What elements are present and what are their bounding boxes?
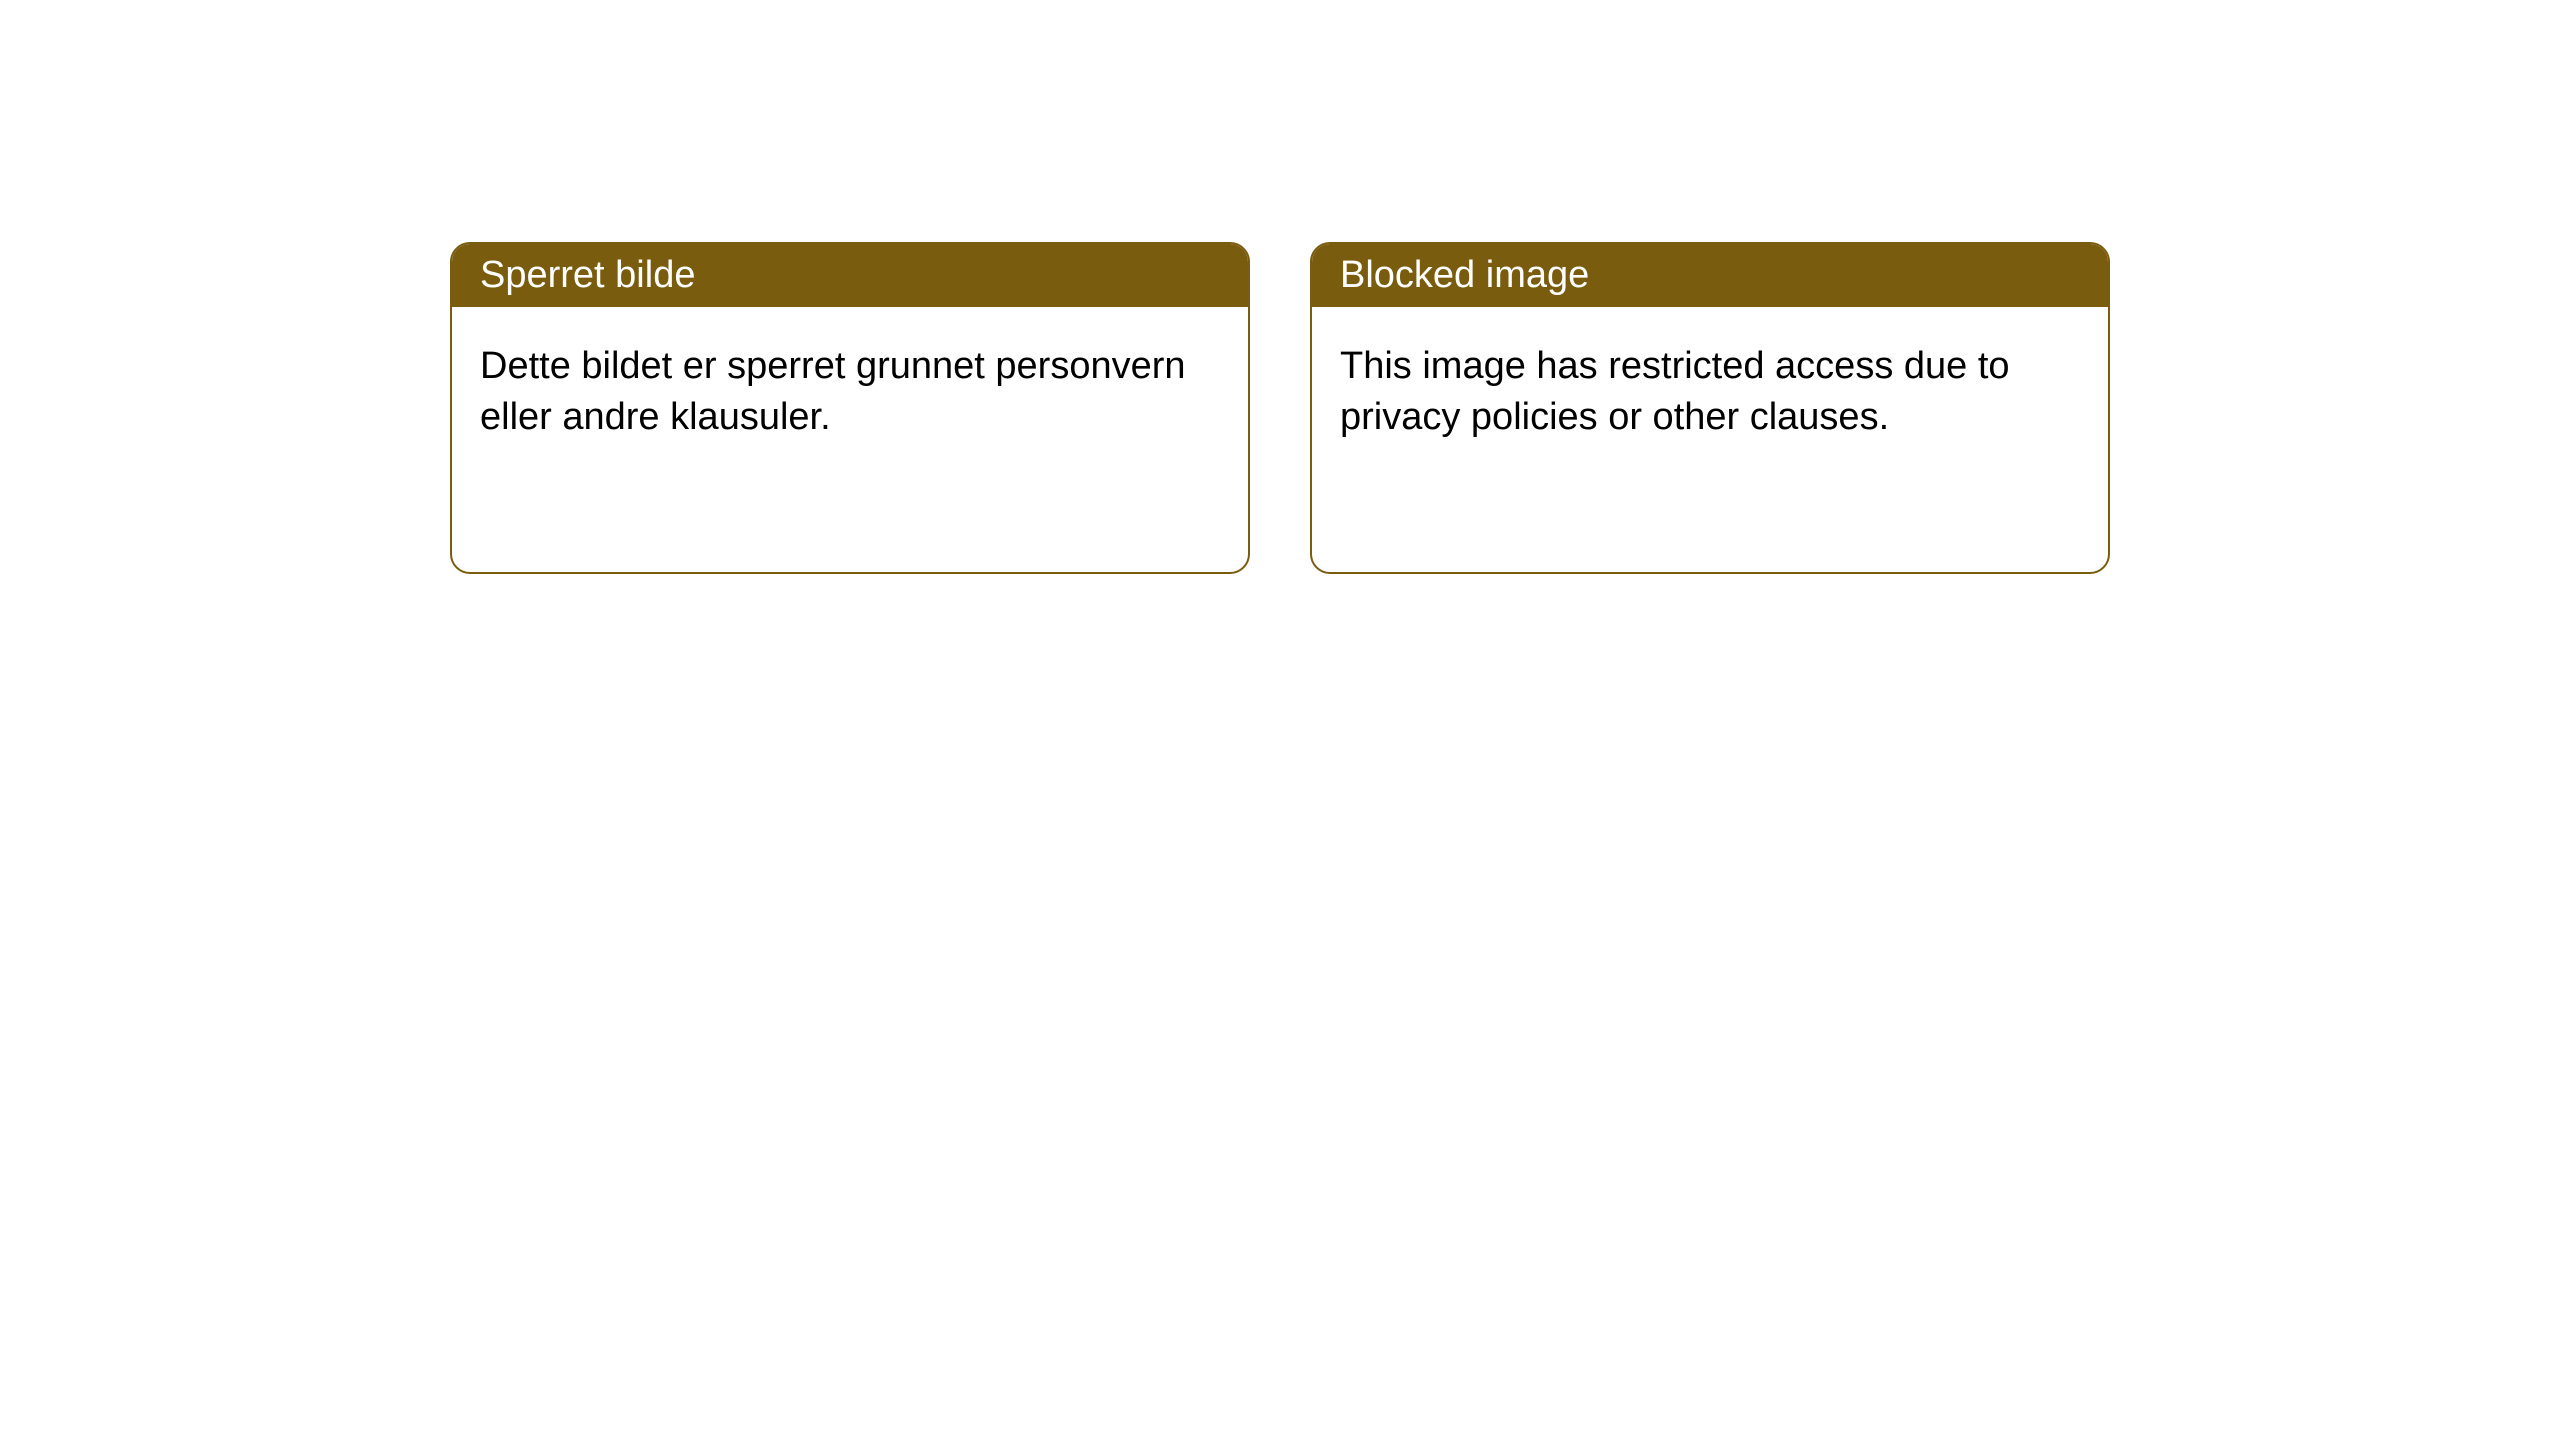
notice-card-english: Blocked image This image has restricted …: [1310, 242, 2110, 574]
notice-body: This image has restricted access due to …: [1312, 307, 2108, 478]
notice-body: Dette bildet er sperret grunnet personve…: [452, 307, 1248, 478]
notice-container: Sperret bilde Dette bildet er sperret gr…: [450, 242, 2110, 574]
notice-card-norwegian: Sperret bilde Dette bildet er sperret gr…: [450, 242, 1250, 574]
notice-header: Sperret bilde: [452, 244, 1248, 307]
notice-header: Blocked image: [1312, 244, 2108, 307]
